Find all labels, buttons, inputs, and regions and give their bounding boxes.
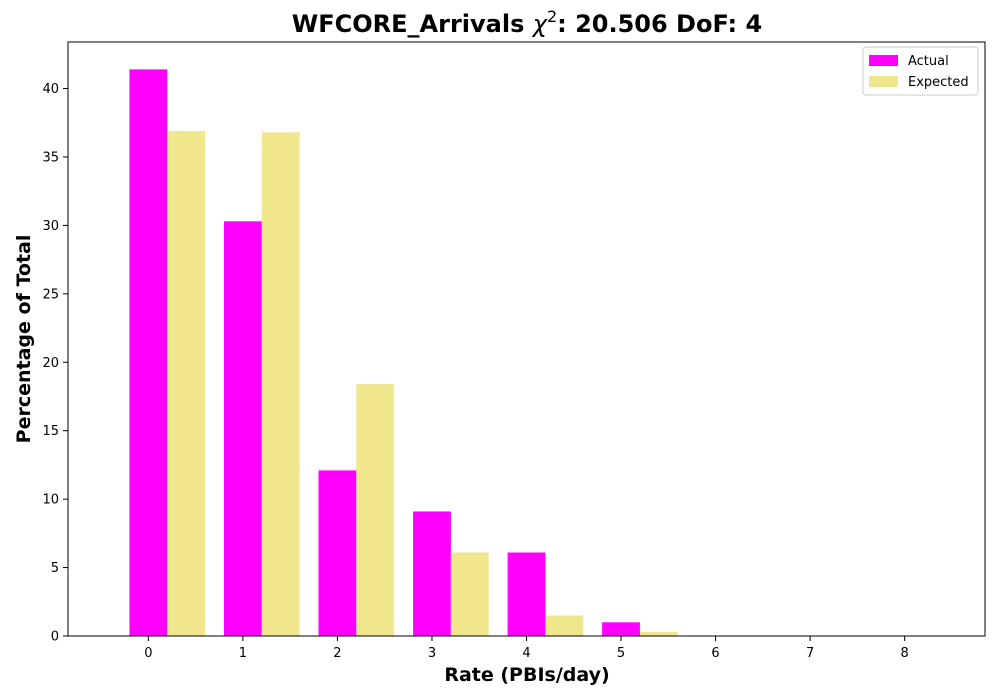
y-tick-label: 15 bbox=[42, 424, 59, 439]
bar-actual-2 bbox=[318, 470, 357, 636]
x-tick-label: 6 bbox=[711, 646, 719, 661]
y-tick-label: 0 bbox=[51, 630, 59, 645]
chart-title-superscript: 2 bbox=[547, 7, 557, 26]
legend: Actual Expected bbox=[862, 46, 979, 96]
x-tick-label: 3 bbox=[428, 646, 436, 661]
x-tick-label: 4 bbox=[522, 646, 530, 661]
y-tick-label: 10 bbox=[42, 493, 59, 508]
bar-actual-5 bbox=[602, 622, 640, 636]
x-tick-label: 8 bbox=[901, 646, 909, 661]
bar-expected-2 bbox=[356, 384, 395, 636]
bar-expected-0 bbox=[167, 130, 206, 636]
x-tick-label: 0 bbox=[144, 646, 152, 661]
x-axis-label: Rate (PBIs/day) bbox=[444, 664, 609, 686]
bar-expected-5 bbox=[639, 631, 678, 636]
x-tick-label: 1 bbox=[239, 646, 247, 661]
bar-actual-4 bbox=[507, 552, 546, 636]
y-tick-label: 25 bbox=[42, 287, 59, 302]
legend-label-expected: Expected bbox=[908, 75, 969, 90]
bar-expected-3 bbox=[450, 552, 489, 636]
legend-label-actual: Actual bbox=[908, 54, 949, 69]
x-tick-label: 2 bbox=[333, 646, 341, 661]
bar-expected-1 bbox=[261, 132, 300, 637]
chart-title-chi: χ bbox=[531, 10, 548, 38]
chart-title-main: WFCORE_Arrivals bbox=[292, 10, 533, 38]
y-tick-label: 20 bbox=[42, 356, 59, 371]
y-tick-label: 40 bbox=[42, 82, 59, 97]
y-tick-label: 5 bbox=[51, 561, 59, 576]
bar-actual-0 bbox=[129, 69, 168, 636]
bar-actual-3 bbox=[413, 511, 451, 636]
chart-title-rest: : 20.506 DoF: 4 bbox=[557, 10, 762, 38]
chart-title: WFCORE_Arrivals χ2: 20.506 DoF: 4 bbox=[292, 7, 762, 38]
bar-actual-1 bbox=[223, 221, 262, 637]
plot-frame bbox=[67, 41, 986, 637]
bar-expected-4 bbox=[545, 615, 584, 636]
y-axis-ticks: 0 5 10 15 20 25 30 35 40 bbox=[42, 82, 68, 645]
x-tick-label: 5 bbox=[617, 646, 625, 661]
bars-group bbox=[129, 69, 773, 637]
x-tick-label: 7 bbox=[806, 646, 814, 661]
legend-swatch-actual bbox=[869, 55, 898, 66]
y-axis-label: Percentage of Total bbox=[13, 235, 35, 444]
y-tick-label: 35 bbox=[42, 150, 59, 165]
x-axis-ticks: 0 1 2 3 4 5 6 7 8 bbox=[144, 636, 909, 661]
legend-swatch-expected bbox=[869, 76, 898, 87]
y-tick-label: 30 bbox=[42, 219, 59, 234]
